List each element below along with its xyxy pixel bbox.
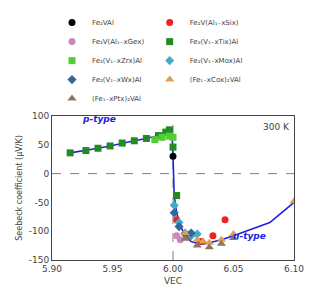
svg-text:-150: -150 xyxy=(29,255,50,265)
svg-text:-100: -100 xyxy=(29,226,50,236)
svg-text:300 K: 300 K xyxy=(263,122,290,132)
svg-text:Fe₂(V₁₋xZrx)Al: Fe₂(V₁₋xZrx)Al xyxy=(92,57,142,65)
svg-text:(Fe₁₋xCox)₂VAl: (Fe₁₋xCox)₂VAl xyxy=(190,76,241,84)
svg-text:5.90: 5.90 xyxy=(42,264,62,274)
svg-text:6.05: 6.05 xyxy=(223,264,243,274)
svg-text:Fe₂V(Al₁₋xSix): Fe₂V(Al₁₋xSix) xyxy=(190,19,239,27)
svg-text:Fe₂(V₁₋xMox)Al: Fe₂(V₁₋xMox)Al xyxy=(190,57,243,65)
svg-text:Fe₂VAl: Fe₂VAl xyxy=(92,19,114,27)
svg-text:Seebeck coefficient (μV/K): Seebeck coefficient (μV/K) xyxy=(15,135,24,240)
svg-text:100: 100 xyxy=(32,111,49,121)
svg-text:5.95: 5.95 xyxy=(102,264,122,274)
svg-text:-50: -50 xyxy=(34,198,49,208)
svg-text:0: 0 xyxy=(43,169,49,179)
svg-text:Fe₂(V₁₋xTix)Al: Fe₂(V₁₋xTix)Al xyxy=(190,38,239,46)
svg-text:(Fe₁₋xPtx)₂VAl: (Fe₁₋xPtx)₂VAl xyxy=(92,95,141,103)
svg-text:VEC: VEC xyxy=(164,276,182,286)
svg-text:6.10: 6.10 xyxy=(284,264,304,274)
svg-text:Fe₂V(Al₁₋xGex): Fe₂V(Al₁₋xGex) xyxy=(92,38,144,46)
svg-text:n-type: n-type xyxy=(233,231,266,241)
svg-text:p-type: p-type xyxy=(82,114,116,124)
svg-text:6.00: 6.00 xyxy=(163,264,183,274)
svg-text:Fe₂(V₁₋xWx)Al: Fe₂(V₁₋xWx)Al xyxy=(92,76,142,84)
svg-text:50: 50 xyxy=(38,140,50,150)
